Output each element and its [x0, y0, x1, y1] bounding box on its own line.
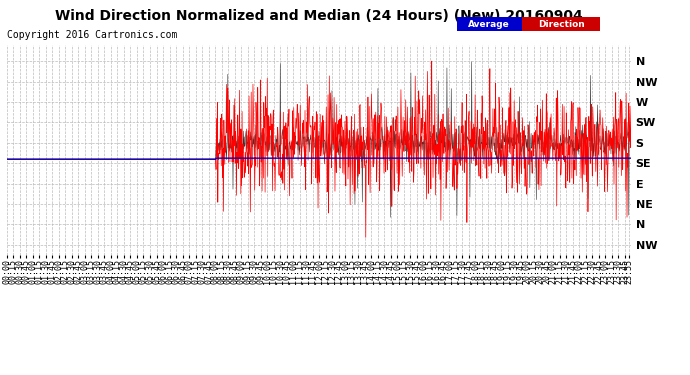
FancyBboxPatch shape [457, 16, 522, 32]
Text: Average: Average [469, 20, 510, 28]
FancyBboxPatch shape [522, 16, 600, 32]
Text: Copyright 2016 Cartronics.com: Copyright 2016 Cartronics.com [7, 30, 177, 40]
Title: Wind Direction Normalized and Median (24 Hours) (New) 20160904: Wind Direction Normalized and Median (24… [55, 9, 583, 23]
Text: Direction: Direction [538, 20, 584, 28]
